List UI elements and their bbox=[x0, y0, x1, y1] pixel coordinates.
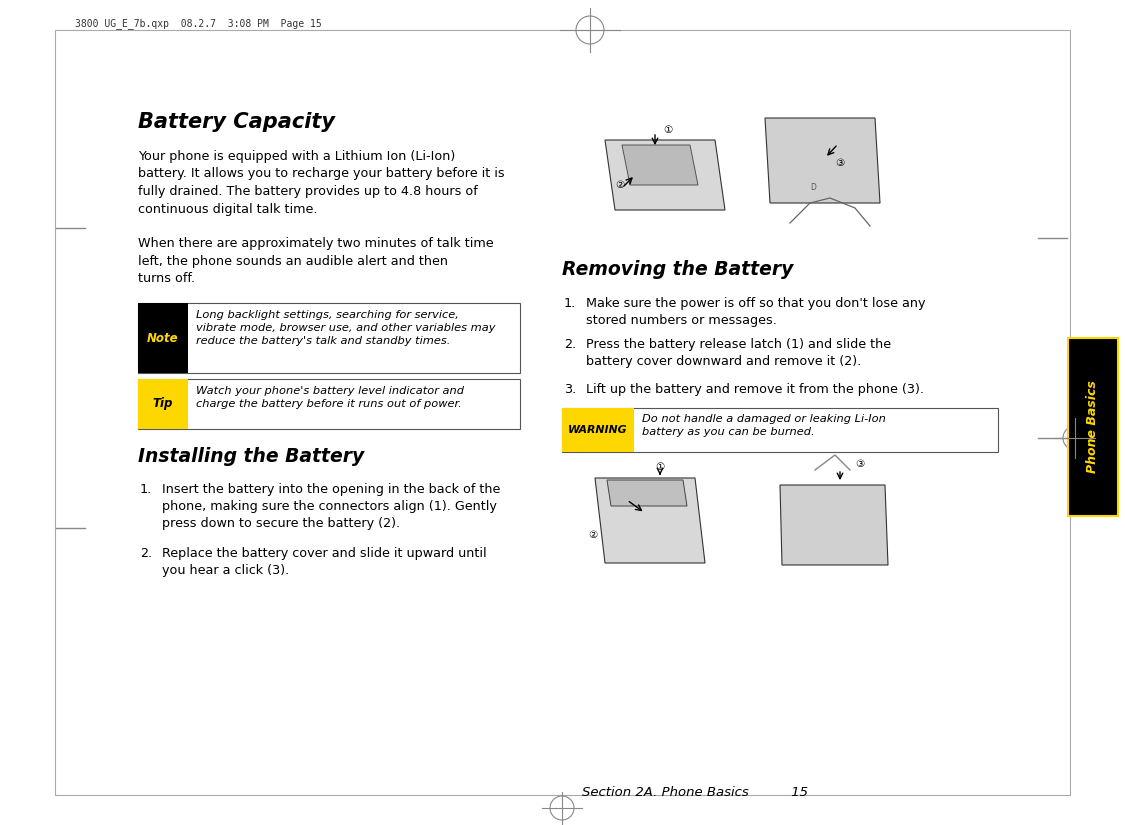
Polygon shape bbox=[608, 480, 687, 506]
Text: 3800 UG_E_7b.qxp  08.2.7  3:08 PM  Page 15: 3800 UG_E_7b.qxp 08.2.7 3:08 PM Page 15 bbox=[75, 18, 322, 29]
Bar bbox=[138, 379, 188, 429]
Text: Press the battery release latch (1) and slide the
battery cover downward and rem: Press the battery release latch (1) and … bbox=[586, 338, 891, 368]
Text: D: D bbox=[810, 183, 816, 192]
Bar bbox=[138, 379, 520, 429]
Text: WARNING: WARNING bbox=[568, 425, 628, 435]
Text: ①: ① bbox=[656, 462, 665, 472]
Text: 2.: 2. bbox=[140, 547, 152, 560]
Polygon shape bbox=[765, 118, 880, 203]
Text: 3.: 3. bbox=[564, 383, 576, 396]
Bar bbox=[562, 408, 634, 452]
Bar bbox=[1068, 338, 1118, 516]
Text: Insert the battery into the opening in the back of the
phone, making sure the co: Insert the battery into the opening in t… bbox=[162, 483, 501, 530]
Polygon shape bbox=[605, 140, 724, 210]
Polygon shape bbox=[595, 478, 705, 563]
Text: Section 2A. Phone Basics          15: Section 2A. Phone Basics 15 bbox=[582, 786, 808, 799]
Text: Note: Note bbox=[147, 332, 179, 345]
Text: Tip: Tip bbox=[153, 398, 173, 411]
Text: ③: ③ bbox=[836, 158, 845, 168]
Text: 1.: 1. bbox=[564, 297, 576, 310]
Text: 2.: 2. bbox=[564, 338, 576, 351]
Text: Lift up the battery and remove it from the phone (3).: Lift up the battery and remove it from t… bbox=[586, 383, 924, 396]
Text: Phone Basics: Phone Basics bbox=[1087, 380, 1099, 474]
Text: Long backlight settings, searching for service,
vibrate mode, browser use, and o: Long backlight settings, searching for s… bbox=[196, 310, 495, 346]
Text: Installing the Battery: Installing the Battery bbox=[138, 447, 364, 466]
Text: ①: ① bbox=[664, 125, 673, 135]
Polygon shape bbox=[622, 145, 698, 185]
Text: Do not handle a damaged or leaking Li-Ion
battery as you can be burned.: Do not handle a damaged or leaking Li-Io… bbox=[642, 414, 885, 436]
Text: ③: ③ bbox=[855, 459, 865, 469]
Bar bbox=[138, 303, 188, 373]
Text: Replace the battery cover and slide it upward until
you hear a click (3).: Replace the battery cover and slide it u… bbox=[162, 547, 487, 577]
Bar bbox=[138, 303, 520, 373]
Bar bbox=[562, 408, 998, 452]
Text: ②: ② bbox=[588, 530, 597, 540]
Polygon shape bbox=[780, 485, 888, 565]
Text: When there are approximately two minutes of talk time
left, the phone sounds an : When there are approximately two minutes… bbox=[138, 237, 494, 285]
Text: Make sure the power is off so that you don't lose any
stored numbers or messages: Make sure the power is off so that you d… bbox=[586, 297, 926, 327]
Text: 1.: 1. bbox=[140, 483, 152, 496]
Text: Removing the Battery: Removing the Battery bbox=[562, 260, 793, 279]
Text: ②: ② bbox=[615, 180, 624, 190]
Text: Your phone is equipped with a Lithium Ion (Li-Ion)
battery. It allows you to rec: Your phone is equipped with a Lithium Io… bbox=[138, 150, 505, 215]
Text: Watch your phone's battery level indicator and
charge the battery before it runs: Watch your phone's battery level indicat… bbox=[196, 386, 464, 409]
Text: Battery Capacity: Battery Capacity bbox=[138, 112, 335, 132]
